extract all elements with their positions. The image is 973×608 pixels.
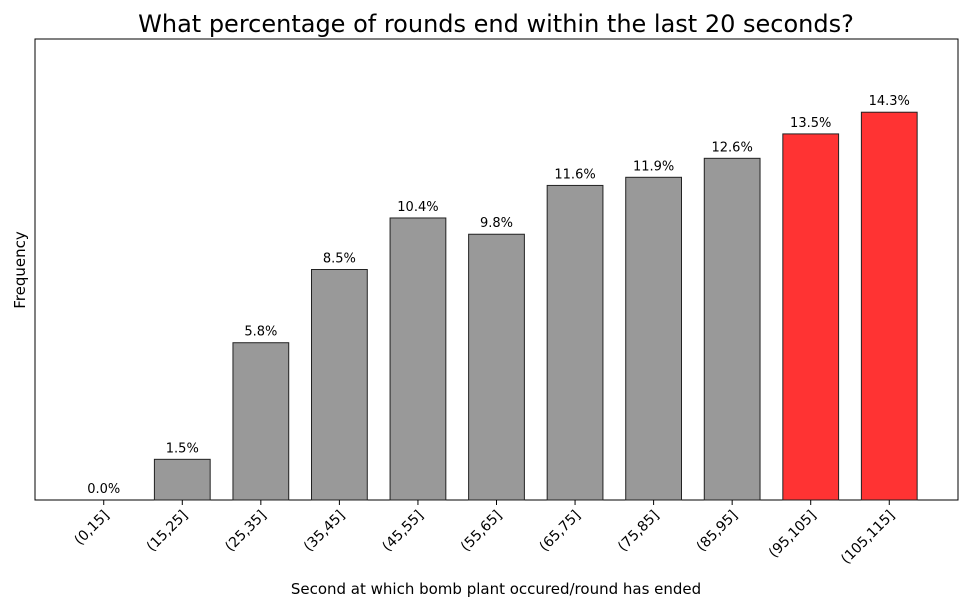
value-label: 1.5% bbox=[166, 441, 199, 456]
chart-title: What percentage of rounds end within the… bbox=[138, 10, 854, 38]
x-tick-label: (85,95] bbox=[694, 508, 741, 555]
value-label: 13.5% bbox=[790, 116, 831, 131]
x-axis-label: Second at which bomb plant occured/round… bbox=[291, 580, 701, 598]
value-label: 11.6% bbox=[554, 167, 595, 182]
bar bbox=[153, 458, 211, 501]
bar bbox=[311, 269, 368, 501]
value-label: 10.4% bbox=[397, 200, 438, 215]
value-label: 11.9% bbox=[633, 159, 674, 174]
x-tick-label: (65,75] bbox=[536, 508, 583, 555]
x-tick-label: (25,35] bbox=[222, 508, 269, 555]
y-axis-label: Frequency bbox=[11, 231, 29, 309]
value-label: 8.5% bbox=[323, 252, 356, 267]
bar bbox=[625, 176, 682, 501]
bar bbox=[860, 111, 918, 501]
x-tick-label: (95,105] bbox=[766, 508, 820, 562]
x-tick-label: (55,65] bbox=[458, 508, 505, 555]
x-tick-label: (45,55] bbox=[379, 508, 426, 555]
bar bbox=[546, 184, 604, 501]
value-label: 14.3% bbox=[869, 94, 910, 109]
bar bbox=[468, 233, 525, 501]
bar bbox=[389, 217, 447, 501]
x-tick-label: (75,85] bbox=[615, 508, 662, 555]
value-label: 12.6% bbox=[712, 140, 753, 155]
x-tick-label: (35,45] bbox=[301, 508, 348, 555]
bar bbox=[782, 133, 840, 501]
bar bbox=[232, 342, 290, 501]
value-label: 0.0% bbox=[87, 482, 120, 497]
x-tick-label: (105,115] bbox=[838, 508, 898, 568]
bar bbox=[703, 157, 761, 501]
value-label: 9.8% bbox=[480, 216, 513, 231]
x-tick-label: (15,25] bbox=[144, 508, 191, 555]
x-tick-label: (0,15] bbox=[71, 508, 112, 549]
value-label: 5.8% bbox=[244, 325, 277, 340]
